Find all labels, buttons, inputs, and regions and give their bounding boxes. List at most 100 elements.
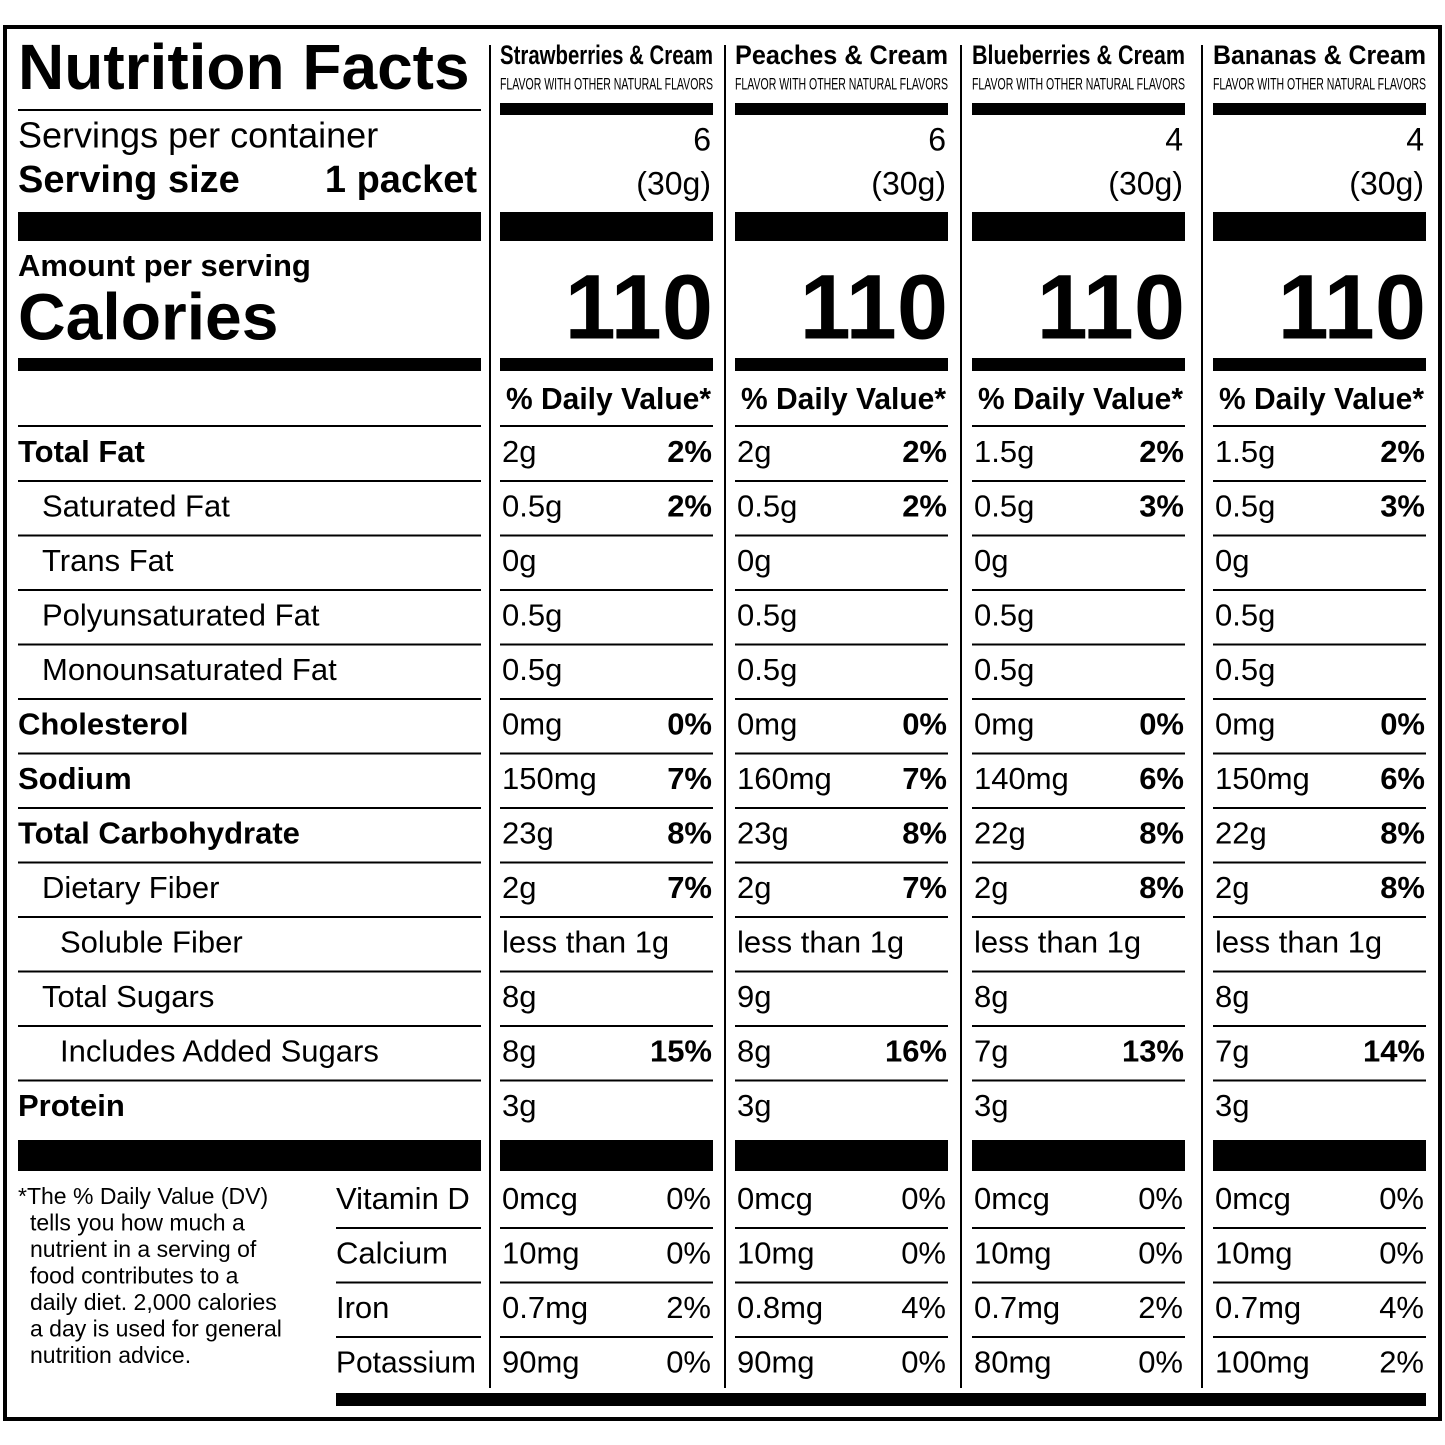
nutrient-dv: 7% xyxy=(902,870,947,905)
vitamin-dv: 0% xyxy=(901,1236,946,1271)
nutrient-dv: 6% xyxy=(1139,761,1184,796)
vitamin-dv: 0% xyxy=(1138,1236,1183,1271)
label-border xyxy=(3,25,1442,1421)
vitamin-dv: 0% xyxy=(1138,1181,1183,1216)
nutrient-label: Polyunsaturated Fat xyxy=(42,598,320,633)
nutrient-amount: 7g xyxy=(1215,1034,1249,1069)
vitamin-amount: 0.7mg xyxy=(974,1290,1060,1325)
nutrient-dv: 2% xyxy=(667,489,712,524)
serving-size: (30g) xyxy=(1349,165,1424,201)
vitamin-dv: 4% xyxy=(901,1290,946,1325)
vitamin-amount: 0.7mg xyxy=(502,1290,588,1325)
vitamin-dv: 2% xyxy=(666,1290,711,1325)
nutrient-label: Cholesterol xyxy=(18,707,189,742)
nutrient-amount: less than 1g xyxy=(737,925,904,960)
nutrient-amount: 0mg xyxy=(737,707,797,742)
amount-label: Amount per serving xyxy=(18,248,311,283)
vitamin-dv: 4% xyxy=(1379,1290,1424,1325)
serving-size-label: Serving size xyxy=(18,159,240,201)
nutrient-amount: less than 1g xyxy=(974,925,1141,960)
nutrient-amount: 3g xyxy=(1215,1088,1249,1123)
nutrient-dv: 8% xyxy=(1380,870,1425,905)
nutrient-amount: 0mg xyxy=(974,707,1034,742)
footnote-line: a day is used for general xyxy=(30,1316,282,1342)
nutrient-amount: 2g xyxy=(737,870,771,905)
vitamin-dv: 0% xyxy=(666,1345,711,1380)
nutrient-label: Trans Fat xyxy=(42,543,174,578)
nutrient-amount: 150mg xyxy=(1215,761,1310,796)
vitamin-amount: 90mg xyxy=(502,1345,580,1380)
nutrient-amount: less than 1g xyxy=(1215,925,1382,960)
rule-bar xyxy=(18,358,481,371)
nutrient-dv: 7% xyxy=(667,870,712,905)
vitamin-amount: 10mg xyxy=(1215,1236,1293,1271)
vitamin-dv: 0% xyxy=(1138,1345,1183,1380)
nutrient-amount: 0.5g xyxy=(1215,489,1275,524)
nutrient-label: Dietary Fiber xyxy=(42,870,219,905)
nutrient-amount: 0.5g xyxy=(1215,598,1275,633)
nutrient-label: Total Sugars xyxy=(42,979,214,1014)
vitamin-dv: 0% xyxy=(666,1181,711,1216)
nutrient-amount: 2g xyxy=(502,434,536,469)
bottom-bar xyxy=(336,1393,1426,1406)
flavor-note: FLAVOR WITH OTHER NATURAL FLAVORS xyxy=(972,74,1185,93)
nutrient-amount: 8g xyxy=(502,979,536,1014)
nutrient-amount: less than 1g xyxy=(502,925,669,960)
footnote-line: daily diet. 2,000 calories xyxy=(30,1289,277,1315)
vitamin-dv: 2% xyxy=(1379,1345,1424,1380)
rule-bar xyxy=(972,212,1185,241)
nutrient-amount: 22g xyxy=(1215,816,1267,851)
nutrient-label: Sodium xyxy=(18,761,132,796)
nutrient-dv: 3% xyxy=(1139,489,1184,524)
dv-header: % Daily Value* xyxy=(978,381,1184,416)
rule-bar xyxy=(500,103,713,115)
rule-bar xyxy=(500,358,713,371)
vitamin-amount: 80mg xyxy=(974,1345,1052,1380)
nutrient-amount: 2g xyxy=(737,434,771,469)
nutrient-dv: 16% xyxy=(885,1034,947,1069)
nutrient-amount: 2g xyxy=(974,870,1008,905)
calories-value: 110 xyxy=(800,256,948,358)
nutrient-dv: 2% xyxy=(1380,434,1425,469)
nutrient-dv: 2% xyxy=(902,489,947,524)
rule-bar xyxy=(972,1140,1185,1171)
vitamin-amount: 0mcg xyxy=(1215,1181,1291,1216)
vitamin-amount: 100mg xyxy=(1215,1345,1310,1380)
nutrient-dv: 8% xyxy=(1139,870,1184,905)
vitamin-amount: 10mg xyxy=(737,1236,815,1271)
nutrient-amount: 3g xyxy=(974,1088,1008,1123)
dv-header: % Daily Value* xyxy=(741,381,947,416)
servings-value: 4 xyxy=(1406,121,1424,157)
vitamin-amount: 0mcg xyxy=(737,1181,813,1216)
calories-value: 110 xyxy=(1278,256,1426,358)
nutrient-amount: 0g xyxy=(974,543,1008,578)
flavor-name: Peaches & Cream xyxy=(735,40,948,70)
nutrient-dv: 8% xyxy=(1380,816,1425,851)
rule-bar xyxy=(735,1140,948,1171)
nutrient-label: Total Fat xyxy=(18,434,145,469)
calories-value: 110 xyxy=(565,256,713,358)
nutrient-amount: 0.5g xyxy=(502,598,562,633)
nutrient-label: Total Carbohydrate xyxy=(18,816,300,851)
vitamin-amount: 0mcg xyxy=(974,1181,1050,1216)
nutrient-amount: 0.5g xyxy=(737,652,797,687)
nutrient-amount: 23g xyxy=(502,816,554,851)
rule-bar xyxy=(1213,1140,1426,1171)
footnote-line: nutrient in a serving of xyxy=(30,1236,257,1262)
nutrient-amount: 0.5g xyxy=(1215,652,1275,687)
footnote-line: food contributes to a xyxy=(30,1263,239,1289)
nutrient-amount: 140mg xyxy=(974,761,1069,796)
nutrient-dv: 0% xyxy=(1380,707,1425,742)
nutrient-amount: 22g xyxy=(974,816,1026,851)
nutrient-dv: 13% xyxy=(1122,1034,1184,1069)
nutrient-amount: 0.5g xyxy=(974,489,1034,524)
dv-header: % Daily Value* xyxy=(1219,381,1425,416)
nutrient-amount: 3g xyxy=(502,1088,536,1123)
vitamin-dv: 2% xyxy=(1138,1290,1183,1325)
nutrient-amount: 0g xyxy=(1215,543,1249,578)
nutrient-amount: 23g xyxy=(737,816,789,851)
nutrient-label: Soluble Fiber xyxy=(60,925,243,960)
nutrient-amount: 7g xyxy=(974,1034,1008,1069)
nutrient-label: Protein xyxy=(18,1088,125,1123)
nutrient-amount: 0.5g xyxy=(502,652,562,687)
